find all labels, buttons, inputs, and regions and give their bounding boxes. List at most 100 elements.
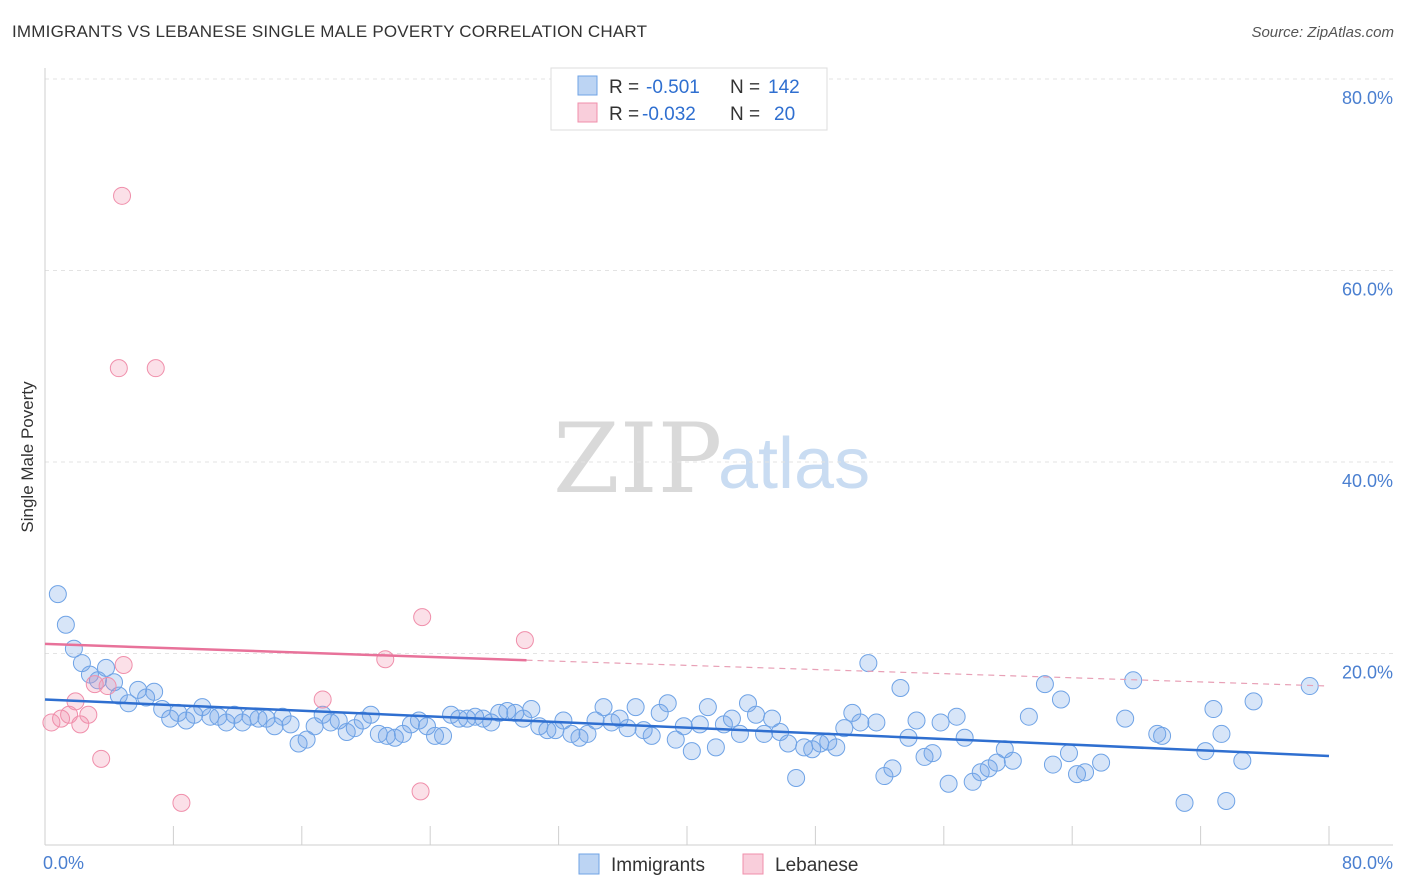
lebanese-point bbox=[42, 713, 61, 732]
immigrants-point bbox=[96, 658, 115, 677]
immigrants-point bbox=[1116, 709, 1135, 728]
lebanese-trend-extension bbox=[526, 659, 1330, 687]
chart-title: IMMIGRANTS VS LEBANESE SINGLE MALE POVER… bbox=[12, 22, 648, 41]
immigrants-point bbox=[763, 709, 782, 728]
immigrants-point bbox=[835, 719, 854, 738]
lebanese-point bbox=[146, 359, 165, 378]
x-tick-label-min: 0.0% bbox=[43, 853, 84, 873]
immigrants-point bbox=[1204, 700, 1223, 719]
source-label: Source: ZipAtlas.com bbox=[1251, 24, 1394, 41]
immigrants-point bbox=[787, 768, 806, 787]
immigrants-point bbox=[706, 738, 725, 757]
immigrants-point bbox=[1019, 707, 1038, 726]
immigrants-point bbox=[939, 774, 958, 793]
immigrants-point bbox=[554, 711, 573, 730]
immigrants-point bbox=[1153, 726, 1172, 745]
lebanese-point bbox=[113, 186, 132, 205]
immigrants-point bbox=[755, 724, 774, 743]
lebanese-point bbox=[109, 359, 128, 378]
lebanese-point bbox=[376, 650, 395, 669]
immigrants-point bbox=[1035, 675, 1054, 694]
immigrants-point bbox=[1217, 791, 1236, 810]
immigrants-point bbox=[779, 734, 798, 753]
legend-lebanese-label: Lebanese bbox=[775, 855, 858, 876]
lebanese-legend-swatch bbox=[577, 102, 598, 123]
immigrants-point bbox=[145, 682, 164, 701]
immigrants-point bbox=[690, 715, 709, 734]
trend-lines bbox=[44, 642, 1330, 758]
stats-legend: R = -0.501 N = 142 R = -0.032 N = 20 bbox=[550, 67, 828, 131]
immigrants-point bbox=[626, 698, 645, 717]
legend-immigrants-swatch bbox=[578, 853, 600, 875]
immigrants-point bbox=[56, 615, 75, 634]
immigrants-point bbox=[658, 694, 677, 713]
immigrants-point bbox=[698, 698, 717, 717]
immigrants-point bbox=[1043, 755, 1062, 774]
immigrants-point bbox=[851, 713, 870, 732]
immigrants-point bbox=[666, 730, 685, 749]
immigrants-point bbox=[297, 730, 316, 749]
immigrants-point bbox=[955, 728, 974, 747]
lebanese-point bbox=[92, 749, 111, 768]
immigrants-point bbox=[1300, 677, 1319, 696]
immigrants-r-value: -0.501 bbox=[646, 77, 700, 98]
lebanese-point bbox=[98, 677, 117, 696]
immigrants-n-value: 142 bbox=[768, 77, 800, 98]
watermark-atlas: atlas bbox=[718, 424, 870, 504]
immigrants-point bbox=[747, 705, 766, 724]
x-ticks bbox=[44, 826, 1330, 845]
immigrants-trend-line bbox=[44, 698, 1330, 758]
immigrants-point bbox=[947, 707, 966, 726]
y-tick-labels: 20.0% 40.0% 60.0% 80.0% bbox=[1342, 88, 1393, 683]
lebanese-point bbox=[515, 631, 534, 650]
axes bbox=[44, 68, 1393, 846]
immigrants-point bbox=[1212, 724, 1231, 743]
immigrants-point bbox=[578, 724, 597, 743]
immigrants-point bbox=[682, 742, 701, 761]
immigrants-point bbox=[1233, 751, 1252, 770]
immigrants-point bbox=[867, 713, 886, 732]
immigrants-point bbox=[931, 713, 950, 732]
immigrants-point bbox=[1076, 763, 1095, 782]
lebanese-point bbox=[114, 655, 133, 674]
immigrants-points bbox=[48, 585, 1319, 812]
lebanese-trend-line bbox=[44, 642, 527, 662]
immigrants-point bbox=[827, 738, 846, 757]
immigrants-point bbox=[907, 711, 926, 730]
immigrants-point bbox=[1092, 753, 1111, 772]
legend-lebanese-swatch bbox=[742, 853, 764, 875]
immigrants-point bbox=[1051, 690, 1070, 709]
immigrants-point bbox=[618, 719, 637, 738]
watermark-zip: ZIP bbox=[553, 403, 722, 515]
immigrants-point bbox=[48, 585, 67, 604]
immigrants-point bbox=[883, 759, 902, 778]
lebanese-r-label: R = bbox=[609, 104, 639, 125]
immigrants-r-label: R = bbox=[609, 77, 639, 98]
immigrants-n-label: N = bbox=[730, 77, 760, 98]
lebanese-n-value: 20 bbox=[774, 104, 795, 125]
lebanese-n-label: N = bbox=[730, 104, 760, 125]
y-tick-label: 40.0% bbox=[1342, 471, 1393, 491]
immigrants-point bbox=[987, 753, 1006, 772]
immigrants-point bbox=[722, 709, 741, 728]
y-axis-label: Single Male Poverty bbox=[18, 381, 37, 533]
series-legend: Immigrants Lebanese bbox=[578, 853, 858, 876]
immigrants-point bbox=[1175, 793, 1194, 812]
immigrants-legend-swatch bbox=[577, 75, 598, 96]
y-tick-label: 80.0% bbox=[1342, 88, 1393, 108]
immigrants-point bbox=[594, 698, 613, 717]
lebanese-point bbox=[411, 782, 430, 801]
x-tick-label-max: 80.0% bbox=[1342, 853, 1393, 873]
immigrants-point bbox=[1003, 751, 1022, 770]
y-tick-label: 20.0% bbox=[1342, 663, 1393, 683]
lebanese-r-value: -0.032 bbox=[642, 104, 696, 125]
lebanese-point bbox=[79, 705, 98, 724]
y-tick-label: 60.0% bbox=[1342, 280, 1393, 300]
immigrants-point bbox=[434, 726, 453, 745]
immigrants-point bbox=[281, 715, 300, 734]
immigrants-point bbox=[522, 700, 541, 719]
immigrants-point bbox=[923, 744, 942, 763]
lebanese-point bbox=[313, 690, 332, 709]
immigrants-point bbox=[859, 654, 878, 673]
